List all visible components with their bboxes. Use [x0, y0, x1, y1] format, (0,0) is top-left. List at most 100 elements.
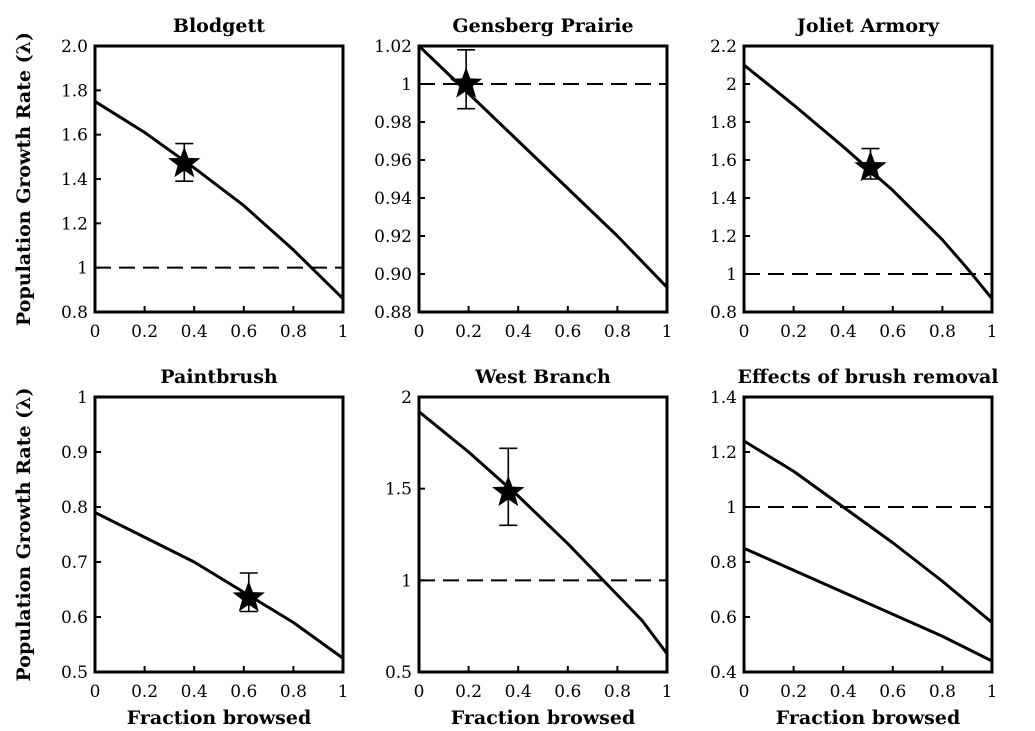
- y-tick-label: 1.2: [710, 443, 737, 463]
- y-tick-label: 2.0: [61, 37, 88, 57]
- x-tick-label: 1: [987, 682, 998, 702]
- x-tick-label: 0.2: [131, 682, 158, 702]
- y-tick-label: 1.2: [710, 227, 737, 247]
- y-tick-label: 1.8: [61, 81, 88, 101]
- x-tick-label: 0.2: [455, 322, 482, 342]
- x-axis-label: Fraction browsed: [127, 707, 312, 729]
- x-tick-label: 0: [739, 322, 750, 342]
- y-tick-label: 1.4: [61, 170, 88, 190]
- x-tick-label: 0: [414, 322, 425, 342]
- x-tick-label: 1: [338, 322, 349, 342]
- y-tick-label: 0.94: [374, 189, 412, 209]
- y-tick-label: 0.5: [61, 663, 88, 683]
- series-line-1: [418, 410, 669, 655]
- plot-frame: [417, 44, 669, 314]
- panel-1: Blodgett 0.8 1 1.2 1.4 1.6 1.8 2.0 0 0.2 0.4 0.6 0.8…: [13, 15, 348, 342]
- y-tick-label: 0.8: [61, 303, 88, 323]
- plot-frame: [417, 395, 669, 674]
- panel-5: West Branch 0.5 1 1.5 2 0 0.2 0.4 0.6 0.8 1 Fractio…: [385, 366, 672, 729]
- x-tick-label: 0.2: [780, 682, 807, 702]
- x-tick-label: 0: [90, 322, 101, 342]
- x-tick-label: 0.4: [181, 682, 208, 702]
- y-tick-label: 0.9: [61, 443, 88, 463]
- y-tick-label: 1.02: [374, 37, 412, 57]
- x-tick-label: 0.6: [230, 322, 257, 342]
- x-tick-label: 0: [90, 682, 101, 702]
- x-axis-label: Fraction browsed: [776, 707, 961, 729]
- x-tick-label: 0.6: [879, 322, 906, 342]
- y-tick-label: 1.8: [710, 113, 737, 133]
- x-tick-label: 0.4: [505, 682, 532, 702]
- x-tick-label: 1: [987, 322, 998, 342]
- panel-3: Joliet Armory 0.8 1 1.2 1.4 1.6 1.8 2 2.2 0 0.2 0.4…: [710, 15, 997, 342]
- series-line-2: [743, 546, 993, 663]
- x-tick-label: 0.8: [929, 322, 956, 342]
- x-tick-label: 0.2: [131, 322, 158, 342]
- x-axis-label: Fraction browsed: [451, 707, 636, 729]
- y-tick-label: 2.2: [710, 37, 737, 57]
- series-line-1: [94, 511, 344, 660]
- x-tick-label: 1: [662, 322, 673, 342]
- y-tick-label: 1.4: [710, 189, 737, 209]
- y-tick-label: 0.90: [374, 265, 412, 285]
- x-tick-label: 0.8: [929, 682, 956, 702]
- x-tick-label: 0.6: [554, 682, 581, 702]
- y-axis-label: Population Growth Rate (λ): [13, 388, 35, 682]
- y-tick-label: 0.6: [710, 608, 737, 628]
- x-tick-label: 0.2: [455, 682, 482, 702]
- y-tick-label: 1.2: [61, 214, 88, 234]
- plot-frame: [93, 395, 345, 674]
- y-tick-label: 0.8: [710, 553, 737, 573]
- panel-title: Joliet Armory: [795, 15, 940, 37]
- y-tick-label: 0.4: [710, 663, 737, 683]
- observed-star: [854, 150, 887, 182]
- x-tick-label: 0.4: [830, 682, 857, 702]
- x-tick-label: 0.6: [879, 682, 906, 702]
- y-tick-label: 1.4: [710, 388, 737, 408]
- x-tick-label: 0.6: [554, 322, 581, 342]
- x-tick-label: 0: [414, 682, 425, 702]
- panel-title: Gensberg Prairie: [452, 15, 633, 37]
- y-tick-label: 2: [401, 388, 412, 408]
- x-tick-label: 0: [739, 682, 750, 702]
- x-tick-label: 0.8: [280, 682, 307, 702]
- y-tick-label: 0.6: [61, 608, 88, 628]
- y-tick-label: 1: [77, 259, 88, 279]
- x-tick-label: 0.4: [181, 322, 208, 342]
- panel-4: Paintbrush 0.5 0.6 0.7 0.8 0.9 1 0 0.2 0.4 0.6 0.8 1…: [13, 366, 348, 729]
- observed-star: [168, 146, 201, 178]
- x-tick-label: 0.8: [604, 322, 631, 342]
- series-line-1: [743, 63, 994, 300]
- panel-title: West Branch: [474, 366, 611, 388]
- series-line-1: [94, 100, 345, 300]
- plot-frame: [93, 44, 345, 314]
- y-tick-label: 1: [726, 498, 737, 518]
- panel-title: Effects of brush removal: [738, 366, 999, 388]
- y-tick-label: 0.98: [374, 113, 412, 133]
- y-tick-label: 0.8: [61, 498, 88, 518]
- observed-star: [449, 67, 483, 98]
- observed-star: [492, 475, 525, 507]
- plot-frame: [742, 395, 994, 674]
- y-axis-label: Population Growth Rate (λ): [13, 32, 35, 326]
- y-tick-label: 1: [726, 265, 737, 285]
- y-tick-label: 0.8: [710, 303, 737, 323]
- y-tick-label: 0.96: [374, 151, 412, 171]
- x-tick-label: 0.4: [830, 322, 857, 342]
- x-tick-label: 1: [662, 682, 673, 702]
- panel-title: Paintbrush: [160, 366, 278, 388]
- series-line-1: [743, 439, 993, 624]
- x-tick-label: 0.2: [780, 322, 807, 342]
- y-tick-label: 0.7: [61, 553, 88, 573]
- y-tick-label: 2: [726, 75, 737, 95]
- x-tick-label: 0.4: [505, 322, 532, 342]
- y-tick-label: 1: [401, 75, 412, 95]
- observed-star: [232, 580, 265, 612]
- y-tick-label: 1.6: [61, 126, 88, 146]
- y-tick-label: 1: [401, 571, 412, 591]
- y-tick-label: 1.6: [710, 151, 737, 171]
- y-tick-label: 1.5: [385, 480, 412, 500]
- panel-2: Gensberg Prairie 0.88 0.90 0.92 0.94 0.96 0.98…: [374, 15, 672, 342]
- y-tick-label: 0.92: [374, 227, 412, 247]
